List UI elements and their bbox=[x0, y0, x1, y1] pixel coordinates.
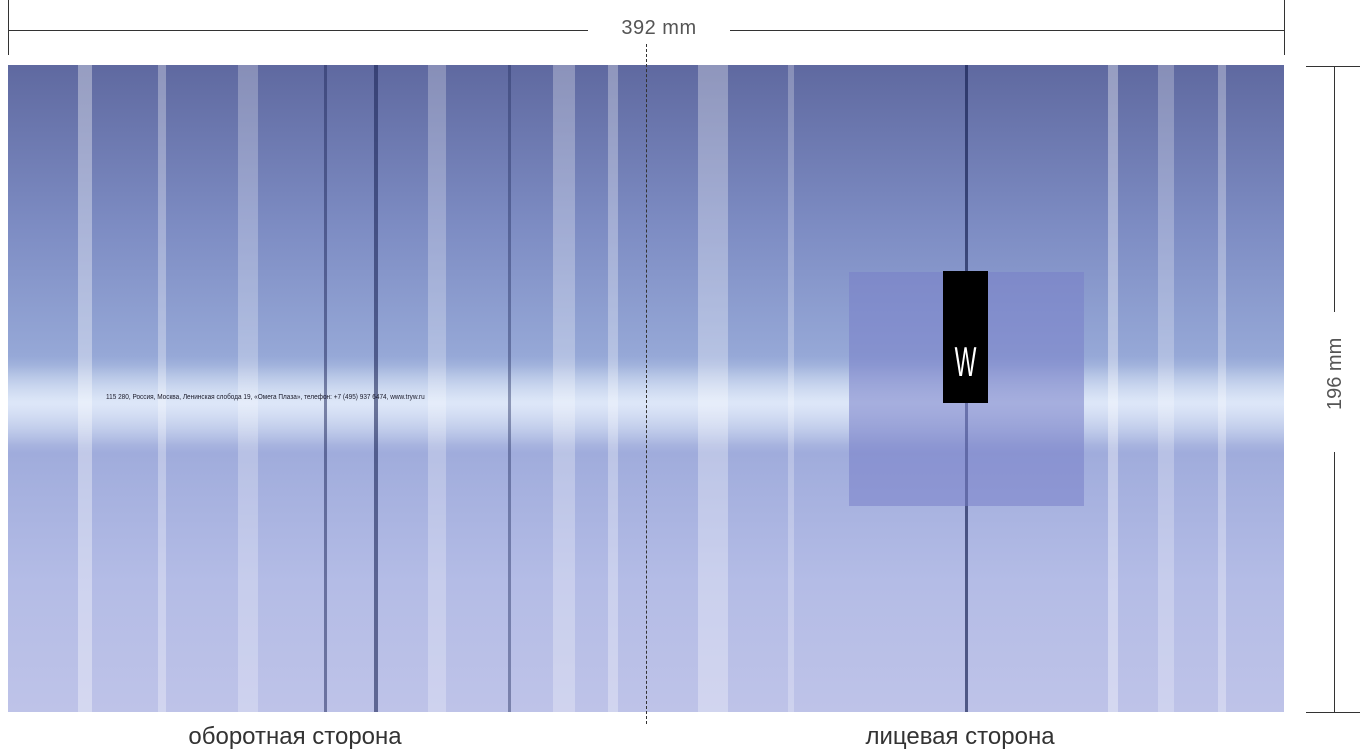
width-dimension: 392 mm bbox=[0, 0, 1366, 60]
streak bbox=[238, 65, 258, 712]
streak bbox=[608, 65, 618, 712]
streak bbox=[698, 65, 728, 712]
front-side-label: лицевая сторона bbox=[865, 723, 1055, 750]
height-dimension-label: 196 mm bbox=[1324, 337, 1346, 410]
streak bbox=[428, 65, 446, 712]
streak bbox=[374, 65, 378, 712]
width-dimension-label: 392 mm bbox=[621, 17, 697, 39]
streak bbox=[324, 65, 327, 712]
height-dimension-top-tick bbox=[1306, 66, 1360, 67]
address-text: 115 280, Россия, Москва, Ленинская слобо… bbox=[106, 392, 425, 401]
back-side-label: оборотная сторона bbox=[188, 723, 402, 750]
streak bbox=[1108, 65, 1118, 712]
logo-w: W bbox=[943, 271, 988, 403]
width-dimension-right-tick bbox=[1284, 0, 1285, 55]
width-dimension-line-right bbox=[730, 30, 1284, 31]
streak bbox=[78, 65, 92, 712]
streak bbox=[1218, 65, 1226, 712]
height-dimension-line-top bbox=[1334, 66, 1335, 312]
width-dimension-left-tick bbox=[8, 0, 9, 55]
fold-line bbox=[646, 44, 647, 724]
streak bbox=[158, 65, 166, 712]
streak bbox=[508, 65, 511, 712]
streak bbox=[553, 65, 575, 712]
width-dimension-line-left bbox=[8, 30, 588, 31]
height-dimension-bottom-tick bbox=[1306, 712, 1360, 713]
streak bbox=[788, 65, 794, 712]
streak bbox=[1158, 65, 1174, 712]
logo-letter: W bbox=[954, 338, 977, 385]
height-dimension-line-bottom bbox=[1334, 452, 1335, 712]
